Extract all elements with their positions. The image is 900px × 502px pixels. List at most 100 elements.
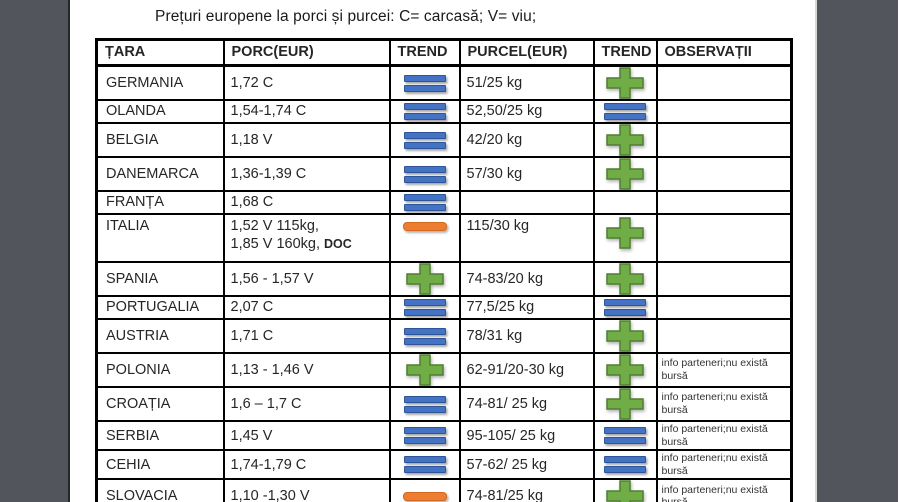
trend-stable-icon [604,298,646,317]
observations-cell: info parteneri;nu există bursă [655,352,793,388]
purcel-trend-cell [592,318,658,354]
purcel-price-cell: 78/31 kg [458,318,595,354]
purcel-price-cell: 115/30 kg [458,213,595,263]
purcel-trend-cell [592,190,658,215]
porc-price-cell: 1,45 V [222,419,391,452]
observations-cell: info parteneri;nu există bursă [655,386,793,422]
porc-price-cell: 2,07 C [222,295,391,320]
trend-stable-icon [403,102,446,121]
observations-cell [655,261,793,297]
column-header-1: PORC(EUR) [222,38,391,67]
porc-trend-cell [388,449,461,481]
country-cell: CROAȚIA [95,386,225,422]
column-header-5: OBSERVAȚII [655,38,793,67]
porc-price-cell: 1,13 - 1,46 V [222,352,391,388]
table-row: PORTUGALIA 2,07 C 77,5/25 kg [95,295,793,320]
table-row: BELGIA 1,18 V 42/20 kg [95,122,793,158]
porc-trend-cell [388,295,461,320]
porc-price-cell: 1,18 V [222,122,391,158]
trend-stable-icon [403,426,446,446]
country-cell: SERBIA [95,419,225,452]
country-cell: GERMANIA [95,64,225,101]
porc-trend-cell [388,213,461,263]
table-row: OLANDA 1,54-1,74 C 52,50/25 kg [95,99,793,124]
trend-stable-icon [604,102,646,121]
porc-trend-cell [388,352,461,388]
porc-price-cell: 1,68 C [222,190,391,215]
column-header-0: ȚARA [95,38,225,67]
table-row: POLONIA 1,13 - 1,46 V 62-91/20-30 kg info p… [95,352,793,388]
trend-down-icon [402,491,447,501]
porc-price-cell: 1,54-1,74 C [222,99,391,124]
trend-stable-icon [403,73,446,93]
porc-price-cell: 1,74-1,79 C [222,449,391,481]
porc-price-cell: 1,71 C [222,318,391,354]
trend-up-icon [606,67,644,99]
porc-trend-cell [388,478,461,502]
trend-up-icon [606,125,644,155]
observations-cell: info parteneri;nu există bursă [655,419,793,452]
porc-trend-cell [388,122,461,158]
purcel-price-cell: 57/30 kg [458,156,595,192]
country-cell: BELGIA [95,122,225,158]
purcel-price-cell: 52,50/25 kg [458,99,595,124]
table-row: FRANȚA 1,68 C [95,190,793,215]
table-row: SERBIA 1,45 V 95-105/ 25 kg info parteneri;… [95,419,793,452]
purcel-price-cell: 62-91/20-30 kg [458,352,595,388]
purcel-price-cell [458,190,595,215]
trend-stable-icon [403,326,446,346]
purcel-price-cell: 95-105/ 25 kg [458,419,595,452]
purcel-trend-cell [592,122,658,158]
purcel-trend-cell [592,386,658,422]
table-row: DANEMARCA 1,36-1,39 C 57/30 kg [95,156,793,192]
purcel-price-cell: 42/20 kg [458,122,595,158]
country-cell: AUSTRIA [95,318,225,354]
purcel-trend-cell [592,261,658,297]
purcel-trend-cell [592,295,658,320]
purcel-trend-cell [592,213,658,263]
trend-stable-icon [604,426,646,446]
purcel-trend-cell [592,352,658,388]
country-cell: PORTUGALIA [95,295,225,320]
porc-price-cell: 1,36-1,39 C [222,156,391,192]
porc-price-cell: 1,10 -1,30 V [222,478,391,502]
viewer-right-gutter [815,0,898,502]
purcel-price-cell: 51/25 kg [458,64,595,101]
table-row: CROAȚIA 1,6 – 1,7 C 74-81/ 25 kg info parte… [95,386,793,422]
trend-stable-icon [403,455,446,475]
porc-trend-cell [388,64,461,101]
porc-trend-cell [388,386,461,422]
purcel-price-cell: 74-81/ 25 kg [458,386,595,422]
trend-stable-icon [403,298,446,317]
country-cell: SLOVACIA [95,478,225,502]
porc-trend-cell [388,318,461,354]
purcel-price-cell: 57-62/ 25 kg [458,449,595,481]
observations-cell [655,122,793,158]
table-row: ITALIA 1,52 V 115kg, 1,85 V 160kg, DOC 115/… [95,213,793,263]
trend-stable-icon [403,193,446,212]
country-cell: FRANȚA [95,190,225,215]
purcel-trend-cell [592,419,658,452]
purcel-price-cell: 77,5/25 kg [458,295,595,320]
trend-down-icon [402,221,447,231]
trend-stable-icon [403,394,446,414]
trend-up-icon [606,389,644,419]
purcel-trend-cell [592,99,658,124]
observations-cell [655,213,793,263]
porc-price-cell: 1,72 C [222,64,391,101]
porc-price-cell: 1,6 – 1,7 C [222,386,391,422]
trend-up-icon [606,321,644,351]
trend-up-icon [405,355,444,385]
observations-cell [655,156,793,192]
country-cell: POLONIA [95,352,225,388]
table-row: SPANIA 1,56 - 1,57 V 74-83/20 kg [95,261,793,297]
trend-up-icon [606,264,644,294]
observations-cell [655,295,793,320]
porc-trend-cell [388,156,461,192]
viewer-left-gutter [0,0,70,502]
country-cell: SPANIA [95,261,225,297]
observations-cell [655,64,793,101]
trend-up-icon [606,159,644,189]
table-row: SLOVACIA 1,10 -1,30 V 74-81/25 kg info part… [95,478,793,502]
